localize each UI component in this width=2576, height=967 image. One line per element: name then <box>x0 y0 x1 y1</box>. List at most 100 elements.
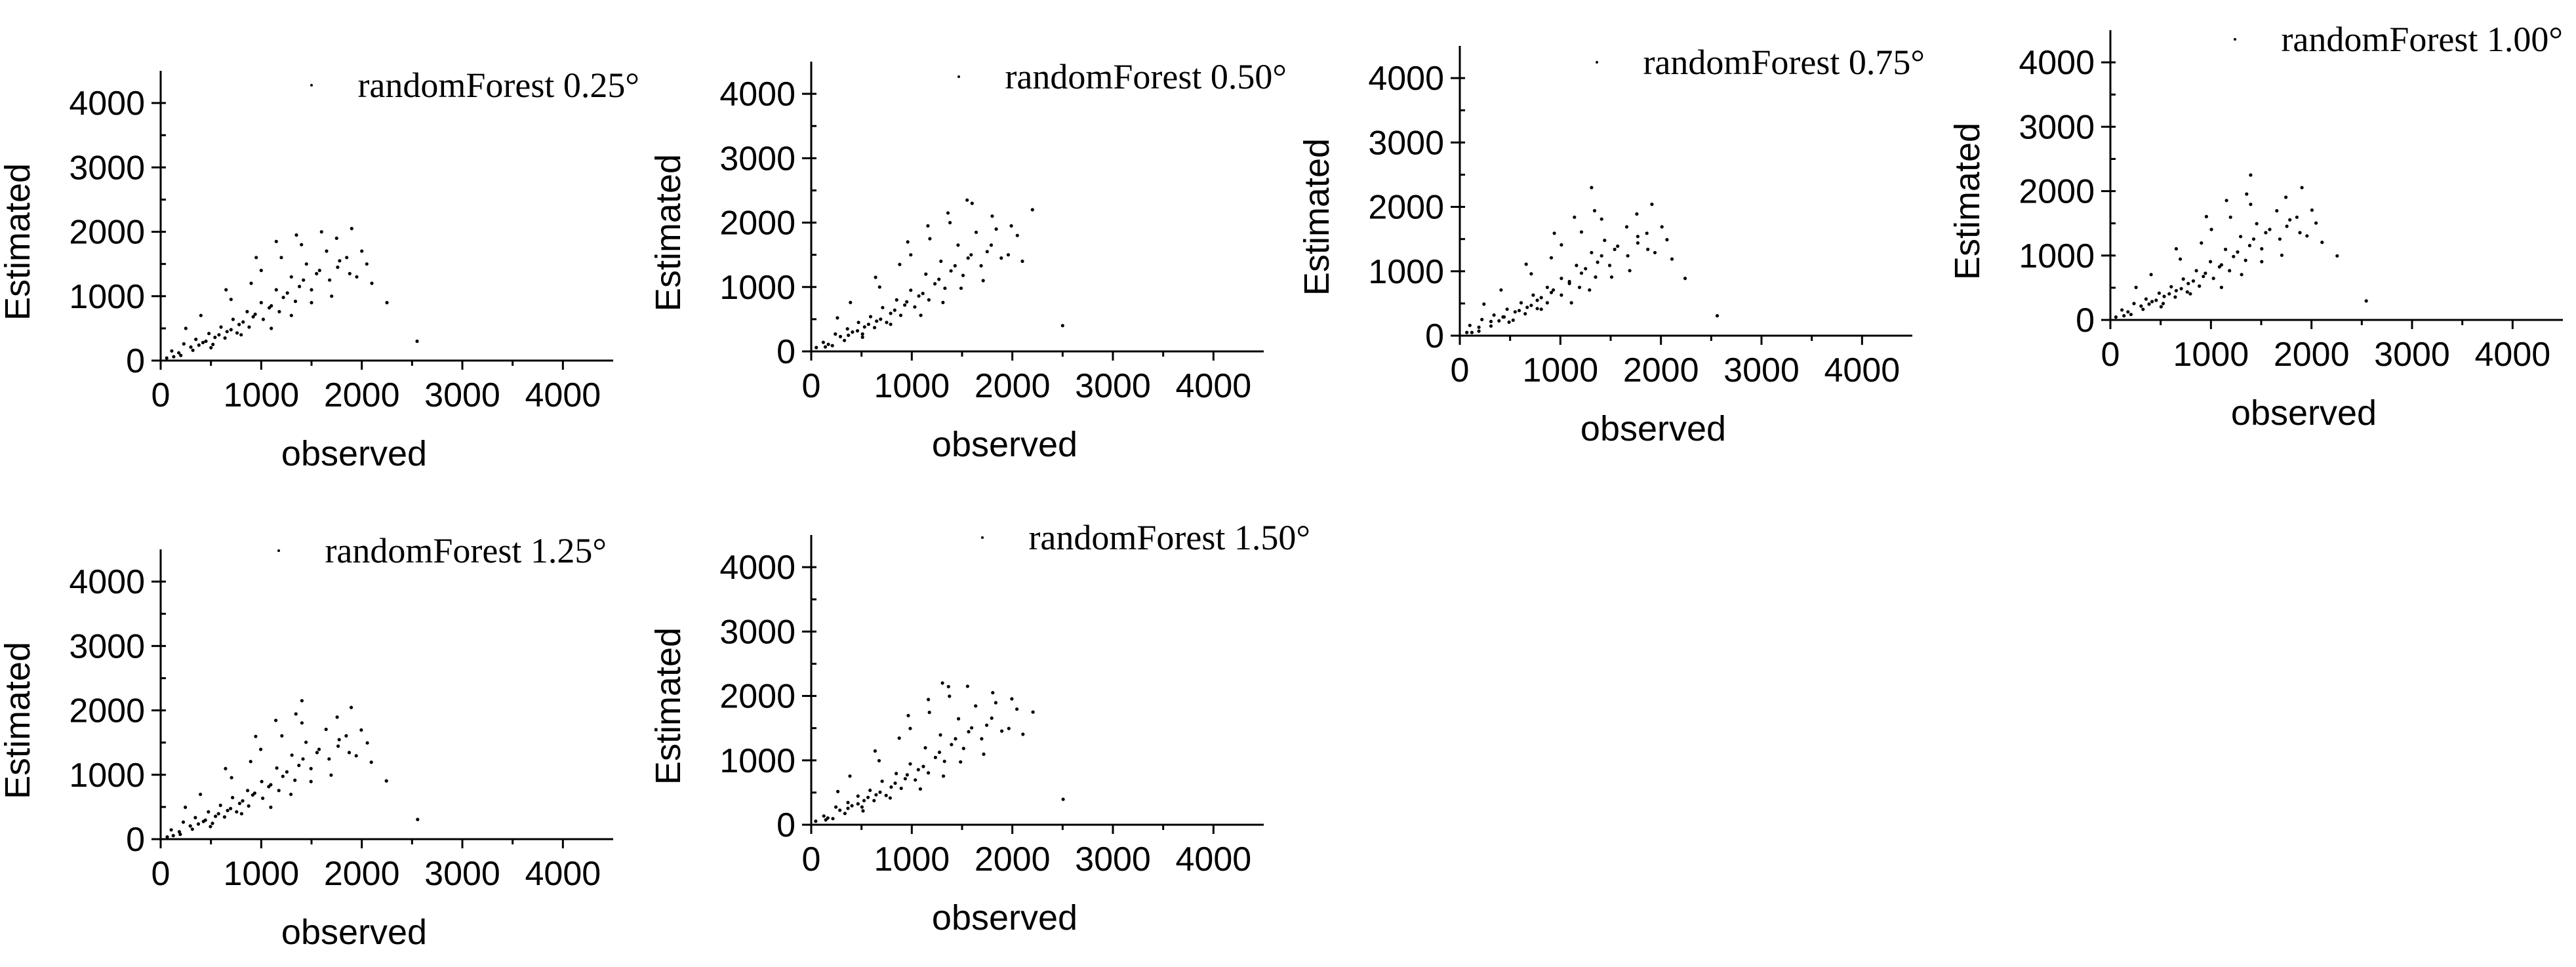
x-tick-label: 0 <box>2101 336 2120 374</box>
data-point <box>231 317 235 321</box>
data-point <box>1507 320 1511 324</box>
y-tick-label: 1000 <box>1368 253 1444 291</box>
data-point <box>280 734 284 738</box>
data-point <box>254 256 258 260</box>
data-point <box>889 323 893 326</box>
data-point <box>2310 208 2314 212</box>
data-point <box>1584 267 1588 271</box>
data-point <box>2247 244 2251 248</box>
data-point <box>237 801 241 806</box>
data-point <box>1575 264 1579 267</box>
data-point <box>884 793 888 797</box>
data-point <box>225 330 229 334</box>
data-point <box>2219 263 2223 267</box>
data-point <box>207 810 211 814</box>
data-point <box>281 296 285 300</box>
data-point <box>229 328 233 332</box>
data-point <box>274 719 278 722</box>
data-point <box>300 721 304 725</box>
data-point <box>940 681 944 685</box>
y-tick-label: 2000 <box>69 214 145 252</box>
data-point <box>845 327 849 331</box>
x-tick-label: 0 <box>1451 351 1470 389</box>
data-point <box>336 744 340 748</box>
data-point <box>241 320 245 324</box>
data-point <box>836 789 840 793</box>
data-point <box>188 824 192 828</box>
data-point <box>898 262 902 266</box>
data-point <box>309 780 313 783</box>
y-tick-label: 1000 <box>69 278 145 316</box>
data-point <box>239 812 243 816</box>
data-point <box>213 335 217 340</box>
data-point <box>241 799 245 803</box>
data-point <box>913 305 917 309</box>
data-point <box>2185 290 2189 294</box>
y-tick-label: 3000 <box>1368 124 1444 162</box>
data-point <box>2240 273 2244 277</box>
data-point <box>967 730 971 734</box>
y-tick-label: 2000 <box>1368 189 1444 227</box>
data-point <box>348 271 352 275</box>
data-point <box>415 339 419 344</box>
data-point <box>199 313 203 317</box>
data-point <box>874 793 878 797</box>
data-point <box>2194 269 2198 273</box>
data-point <box>2239 235 2243 239</box>
data-point <box>2200 241 2204 245</box>
data-point <box>903 777 907 781</box>
data-point <box>347 751 352 755</box>
data-point <box>2249 203 2253 207</box>
data-point <box>814 819 818 823</box>
data-point <box>949 269 953 273</box>
data-point <box>1594 275 1598 279</box>
x-tick-label: 1000 <box>2173 336 2249 374</box>
data-point <box>1021 732 1025 736</box>
data-point <box>230 776 233 780</box>
data-point <box>1628 269 1632 273</box>
data-point <box>850 804 854 808</box>
x-tick-label: 4000 <box>1175 840 1251 878</box>
data-point <box>207 332 211 336</box>
data-point <box>927 771 931 775</box>
data-point <box>889 311 893 315</box>
data-point <box>194 338 198 342</box>
data-point <box>946 684 950 688</box>
data-point <box>950 743 954 747</box>
data-point <box>1499 288 1503 292</box>
data-point <box>906 713 910 718</box>
data-point <box>989 243 994 247</box>
data-point <box>275 766 279 770</box>
data-point <box>1468 323 1472 327</box>
data-point <box>834 332 837 336</box>
data-point <box>928 237 932 241</box>
x-axis-title: observed <box>281 434 427 473</box>
data-point <box>2188 292 2192 296</box>
data-point <box>866 323 870 326</box>
data-point <box>2120 308 2124 312</box>
data-point <box>229 298 233 302</box>
data-point <box>274 239 278 243</box>
y-tick-label: 0 <box>776 333 795 371</box>
data-point <box>924 272 928 276</box>
legend-marker <box>981 536 984 539</box>
x-tick-label: 3000 <box>1075 840 1151 878</box>
data-point <box>274 288 278 292</box>
data-point <box>943 286 947 290</box>
subplot-1: 0 1000 2000 3000 4000 0 1000 2000 3000 4000 observ… <box>0 66 639 473</box>
x-tick-label: 2000 <box>975 840 1051 878</box>
data-point <box>914 778 917 782</box>
x-tick-label: 1000 <box>223 376 299 414</box>
data-point <box>969 253 973 257</box>
data-point <box>2147 302 2151 306</box>
data-point <box>861 809 865 813</box>
data-point <box>2224 199 2228 203</box>
data-point <box>1670 257 1674 261</box>
data-point <box>249 760 252 764</box>
data-point <box>2186 281 2190 286</box>
legend-label: randomForest 1.25° <box>325 531 607 570</box>
data-point <box>224 766 228 770</box>
data-point <box>2173 295 2177 299</box>
data-point <box>226 808 230 812</box>
data-point <box>178 833 182 837</box>
